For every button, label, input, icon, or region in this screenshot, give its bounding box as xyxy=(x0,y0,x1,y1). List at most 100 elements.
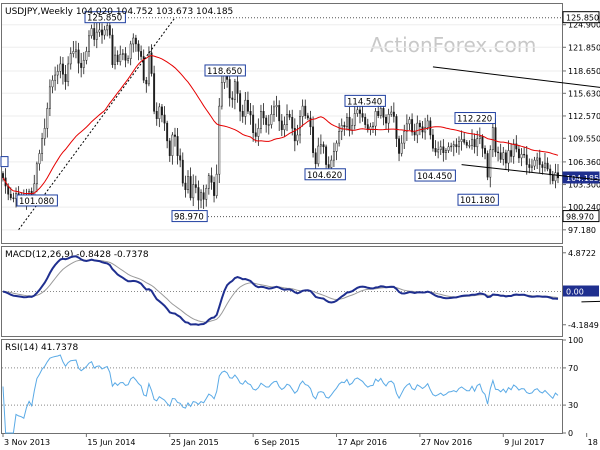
candle-body xyxy=(134,37,137,45)
candle-body xyxy=(327,164,330,168)
candle-body xyxy=(147,52,150,85)
candle-body xyxy=(267,124,270,126)
candle-body xyxy=(484,148,486,154)
candle-body xyxy=(322,144,325,148)
candle-body xyxy=(541,164,544,168)
candle-body xyxy=(108,25,111,36)
candle-body xyxy=(356,109,359,114)
annotation-101080: 101.080 xyxy=(16,194,58,207)
price-axis-ticks: 124.900 121.850 118.650 115.630 112.570 109.5… xyxy=(562,11,600,235)
macd-zero-tag-text: 0.00 xyxy=(566,288,584,297)
candle-body xyxy=(218,105,221,175)
candle-body xyxy=(275,105,278,108)
candle-body xyxy=(286,114,288,125)
candle-body xyxy=(408,119,411,125)
annotation-104620-box xyxy=(304,168,346,181)
candle-body xyxy=(189,176,192,199)
candle-body xyxy=(82,59,85,68)
macd-line xyxy=(2,255,559,326)
candle-body xyxy=(257,128,260,137)
candle-body xyxy=(525,154,528,165)
candle-body xyxy=(46,108,49,129)
candle-body xyxy=(174,134,176,137)
macd-zero-tag: 0.00 xyxy=(563,285,599,297)
annotation-104620: 104.620 xyxy=(304,168,346,181)
candle-body xyxy=(338,131,341,144)
candle-body xyxy=(213,182,216,196)
candle-body xyxy=(473,139,476,148)
high-price-tag: 125.850 xyxy=(562,11,600,24)
candle-body xyxy=(260,111,262,129)
rsi-tick-label: 0 xyxy=(568,429,573,438)
candle-body xyxy=(252,114,255,133)
price-candles xyxy=(2,19,559,210)
candle-body xyxy=(455,144,458,148)
candle-body xyxy=(273,106,275,115)
trend-lines xyxy=(18,17,600,230)
candle-body xyxy=(507,150,510,164)
candle-body xyxy=(499,152,502,160)
candle-body xyxy=(437,149,440,153)
candle-body xyxy=(59,63,62,72)
annotation-112220-text: 112.220 xyxy=(457,115,492,125)
candle-body xyxy=(325,146,328,165)
candle-body xyxy=(434,148,437,153)
rsi-tick-label: 70 xyxy=(568,364,578,373)
candle-body xyxy=(278,105,281,122)
candle-body xyxy=(364,116,367,125)
candle-body xyxy=(283,124,286,131)
time-tick-label: 27 Nov 2016 xyxy=(421,438,472,447)
candle-body xyxy=(85,51,88,61)
candle-body xyxy=(403,131,406,144)
candle-body xyxy=(405,123,408,132)
channel-upper-line xyxy=(432,66,600,88)
candle-body xyxy=(114,54,116,65)
candle-body xyxy=(249,111,252,116)
candle-body xyxy=(312,126,315,153)
annotation-118650-box xyxy=(204,64,246,77)
annotation-low-2016-box xyxy=(171,210,208,223)
candle-body xyxy=(374,111,377,127)
candle-body xyxy=(416,122,419,136)
candle-body xyxy=(497,151,500,154)
watermark: ActionForex.com xyxy=(370,33,536,57)
price-tick-label: 124.900 xyxy=(568,21,600,30)
candle-body xyxy=(142,56,145,81)
price-tick-label: 121.850 xyxy=(568,43,600,52)
candle-body xyxy=(530,165,533,168)
annotation-low-2016: 98.970 xyxy=(171,210,208,223)
candle-body xyxy=(293,128,296,142)
rsi-tick-label: 100 xyxy=(568,336,583,345)
candle-body xyxy=(489,149,492,178)
time-tick-label: 17 Apr 2016 xyxy=(338,438,387,447)
rsi-tick-label: 30 xyxy=(568,401,578,410)
candle-body xyxy=(215,173,218,196)
low-price-tag-box xyxy=(562,210,600,223)
annotation-high-2015: 125.850 xyxy=(84,11,126,24)
candle-body xyxy=(220,82,223,107)
candle-body xyxy=(69,53,72,65)
candle-body xyxy=(538,157,541,165)
price-tick-label: 97.180 xyxy=(568,226,596,235)
time-tick-label: 9 Jul 2017 xyxy=(504,438,544,447)
price-tick-label: 112.570 xyxy=(568,112,600,121)
annotation-high-2015-text: 125.850 xyxy=(87,14,122,24)
candle-body xyxy=(502,152,505,160)
candle-body xyxy=(101,29,103,36)
annotation-104450-box xyxy=(414,169,456,182)
annotation-low-2016-text: 98.970 xyxy=(174,213,204,223)
candle-body xyxy=(140,51,143,57)
candle-body xyxy=(418,122,421,128)
candle-body xyxy=(153,73,156,112)
candle-body xyxy=(348,116,351,131)
candle-body xyxy=(450,145,453,148)
macd-tick-label: -4.1849 xyxy=(568,321,599,330)
annotation-high-2015-box xyxy=(84,11,126,24)
candle-body xyxy=(314,152,317,165)
candle-body xyxy=(54,74,57,81)
annotation-118650: 118.650 xyxy=(204,64,246,77)
candle-body xyxy=(345,116,348,128)
candle-body xyxy=(426,120,429,128)
candle-body xyxy=(452,144,455,147)
